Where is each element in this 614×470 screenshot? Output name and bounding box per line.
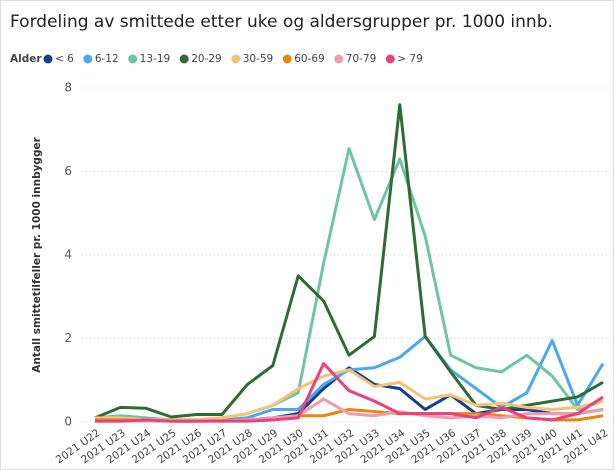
- legend-marker: [43, 54, 53, 64]
- y-tick-label: 4: [64, 248, 72, 262]
- legend-marker: [83, 54, 93, 64]
- y-tick-label: 6: [64, 164, 72, 178]
- legend-label: < 6: [55, 53, 74, 65]
- chart-title: Fordeling av smittede etter uke og alder…: [10, 12, 553, 32]
- legend-label: 30-59: [243, 53, 274, 65]
- legend-marker: [282, 54, 292, 64]
- legend-marker: [179, 54, 189, 64]
- series-line: [95, 362, 604, 423]
- y-tick-label: 8: [64, 81, 72, 95]
- legend-label: 70-79: [346, 53, 377, 65]
- legend-label: 6-12: [95, 53, 119, 65]
- legend-marker: [385, 54, 395, 64]
- legend-label: 20-29: [191, 53, 222, 65]
- legend-marker: [128, 54, 138, 64]
- legend-label: 60-69: [294, 53, 325, 65]
- legend-marker: [231, 54, 241, 64]
- y-tick-label: 0: [64, 415, 72, 429]
- y-axis-label: Antall smittetilfeller pr. 1000 innbygge…: [31, 136, 43, 372]
- y-tick-label: 2: [64, 331, 72, 345]
- legend-marker: [334, 54, 344, 64]
- legend-label: > 79: [397, 53, 423, 65]
- legend-title: Alder: [10, 53, 42, 65]
- legend-label: 13-19: [140, 53, 171, 65]
